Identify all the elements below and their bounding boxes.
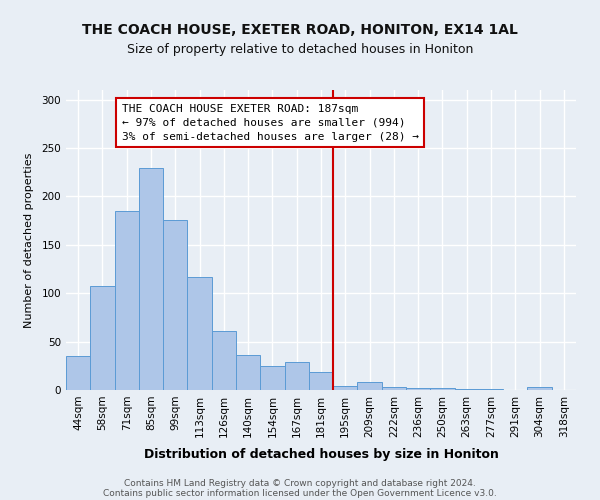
X-axis label: Distribution of detached houses by size in Honiton: Distribution of detached houses by size … xyxy=(143,448,499,461)
Y-axis label: Number of detached properties: Number of detached properties xyxy=(25,152,34,328)
Bar xyxy=(260,366,284,390)
Bar xyxy=(358,382,382,390)
Bar xyxy=(406,388,430,390)
Text: THE COACH HOUSE, EXETER ROAD, HONITON, EX14 1AL: THE COACH HOUSE, EXETER ROAD, HONITON, E… xyxy=(82,22,518,36)
Bar xyxy=(115,211,139,390)
Bar xyxy=(163,220,187,390)
Bar xyxy=(284,362,309,390)
Bar xyxy=(187,277,212,390)
Bar xyxy=(236,355,260,390)
Text: Contains public sector information licensed under the Open Government Licence v3: Contains public sector information licen… xyxy=(103,488,497,498)
Text: THE COACH HOUSE EXETER ROAD: 187sqm
← 97% of detached houses are smaller (994)
3: THE COACH HOUSE EXETER ROAD: 187sqm ← 97… xyxy=(122,104,419,142)
Bar xyxy=(212,331,236,390)
Bar xyxy=(139,168,163,390)
Bar xyxy=(527,387,552,390)
Bar xyxy=(455,389,479,390)
Bar xyxy=(309,372,333,390)
Text: Contains HM Land Registry data © Crown copyright and database right 2024.: Contains HM Land Registry data © Crown c… xyxy=(124,478,476,488)
Bar xyxy=(66,356,90,390)
Bar xyxy=(430,388,455,390)
Bar xyxy=(90,286,115,390)
Bar xyxy=(333,386,358,390)
Bar xyxy=(479,389,503,390)
Bar xyxy=(382,387,406,390)
Text: Size of property relative to detached houses in Honiton: Size of property relative to detached ho… xyxy=(127,42,473,56)
